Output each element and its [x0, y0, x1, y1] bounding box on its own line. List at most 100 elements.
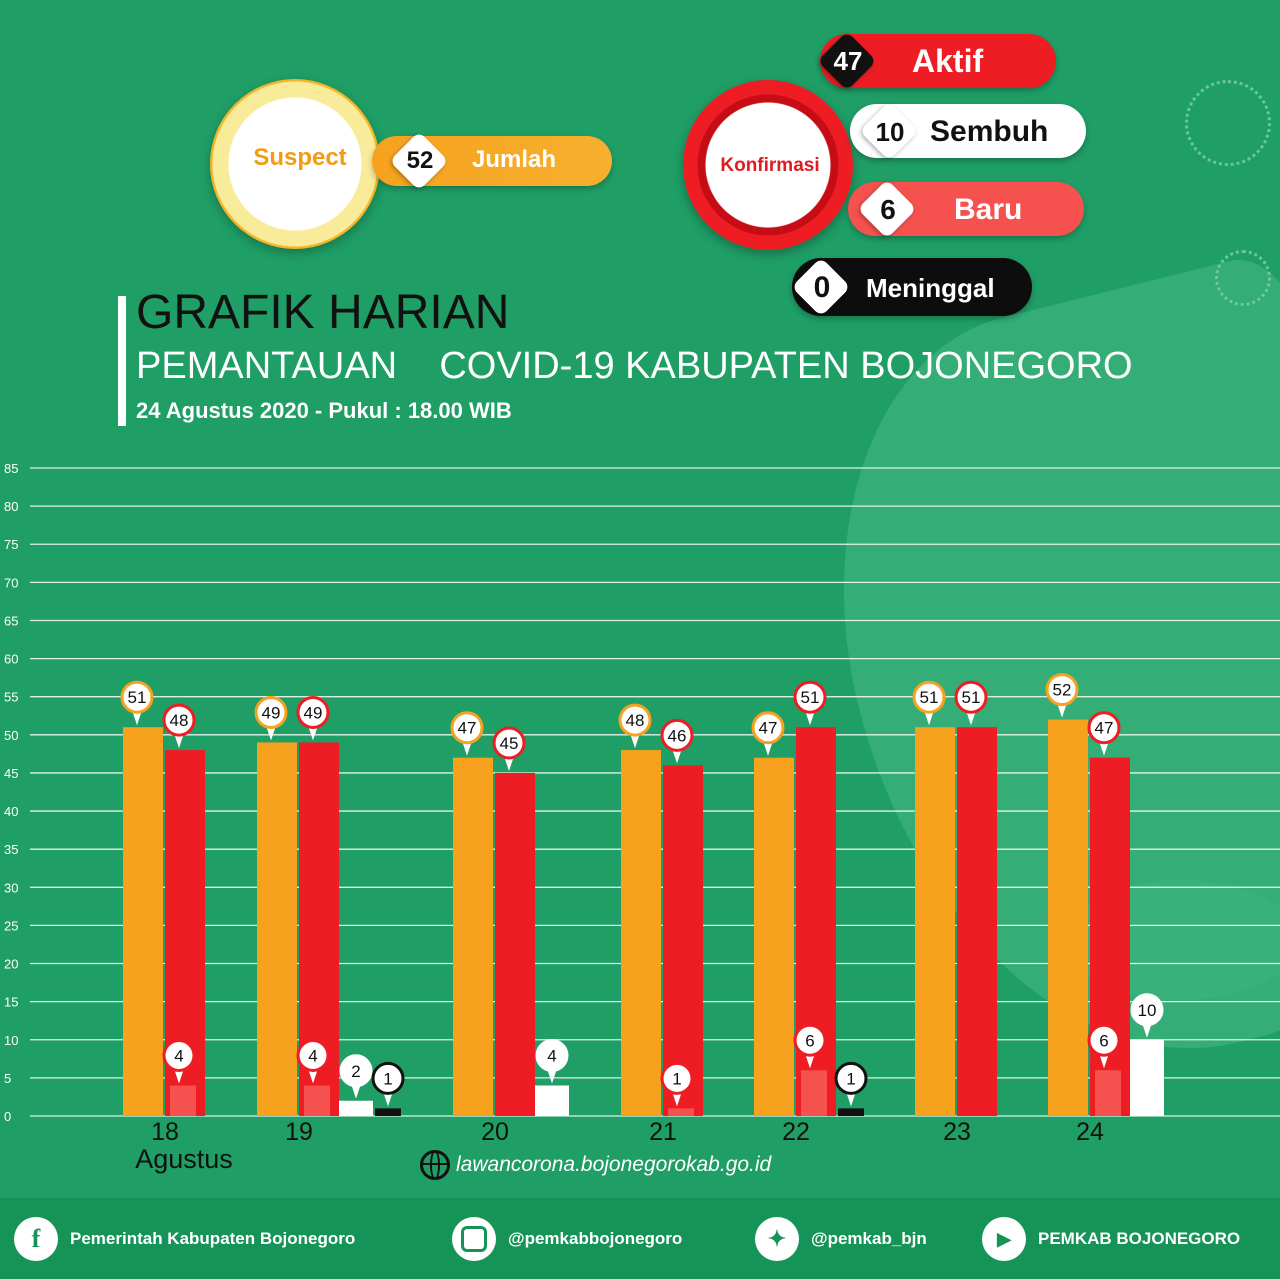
data-label: 52	[1053, 681, 1072, 700]
meninggal-label: Meninggal	[866, 273, 995, 303]
konfirmasi-label: Konfirmasi	[720, 155, 820, 176]
value-marker	[1045, 673, 1079, 707]
suspect-circle	[210, 79, 380, 249]
value-marker-pointer	[383, 1091, 393, 1107]
data-label: 49	[304, 703, 323, 722]
value-marker	[371, 1061, 405, 1095]
data-label: 47	[458, 719, 477, 738]
y-tick-label: 55	[4, 690, 18, 705]
month-label: Agustus	[135, 1144, 233, 1174]
bar-sembuh	[535, 1085, 569, 1116]
data-label: 51	[962, 688, 981, 707]
instagram-text: @pemkabbojonegoro	[508, 1229, 683, 1248]
value-marker-pointer	[846, 1091, 856, 1107]
x-tick-label: 19	[285, 1118, 313, 1146]
value-marker	[162, 703, 196, 737]
data-label: 46	[668, 726, 687, 745]
value-marker	[1087, 711, 1121, 745]
value-marker-pointer	[630, 733, 640, 749]
data-label: 4	[174, 1047, 183, 1066]
value-marker	[296, 1039, 330, 1073]
bar-meninggal	[375, 1108, 401, 1116]
value-marker-pointer	[805, 1053, 815, 1069]
y-tick-label: 40	[4, 804, 18, 819]
x-tick-label: 20	[481, 1118, 509, 1146]
data-label: 4	[547, 1047, 556, 1066]
y-tick-label: 85	[4, 461, 18, 476]
data-label: 1	[383, 1069, 392, 1088]
value-marker	[450, 711, 484, 745]
value-marker-pointer	[462, 740, 472, 756]
value-marker-pointer	[351, 1083, 361, 1099]
y-tick-label: 15	[4, 995, 18, 1010]
bar-suspect	[621, 750, 661, 1116]
y-tick-label: 5	[4, 1071, 11, 1086]
value-marker-pointer	[266, 725, 276, 741]
data-label: 48	[626, 711, 645, 730]
website-text: lawancorona.bojonegorokab.go.id	[456, 1153, 772, 1176]
twitter-text: @pemkab_bjn	[811, 1229, 927, 1248]
youtube-link[interactable]: ▶ PEMKAB BOJONEGORO	[982, 1216, 1240, 1262]
bar-aktif	[957, 727, 997, 1116]
y-tick-label: 35	[4, 842, 18, 857]
suspect-value: 52	[406, 147, 434, 174]
suspect-total-caption: Jumlah	[472, 146, 557, 173]
value-marker-pointer	[966, 710, 976, 726]
bar-baru	[1095, 1070, 1121, 1116]
value-marker	[834, 1061, 868, 1095]
website-link[interactable]: lawancorona.bojonegorokab.go.id	[420, 1150, 771, 1180]
value-marker-pointer	[174, 1068, 184, 1084]
value-marker-pointer	[805, 710, 815, 726]
y-tick-label: 60	[4, 652, 18, 667]
data-label: 4	[308, 1047, 317, 1066]
data-label: 51	[128, 688, 147, 707]
baru-value: 6	[880, 194, 896, 225]
bar-sembuh	[339, 1100, 373, 1116]
bar-suspect	[1048, 719, 1088, 1116]
value-marker	[793, 1023, 827, 1057]
facebook-icon: f	[14, 1217, 58, 1261]
value-marker	[954, 680, 988, 714]
bar-baru	[170, 1085, 196, 1116]
value-marker-pointer	[547, 1068, 557, 1084]
x-tick-label: 21	[649, 1118, 677, 1146]
value-marker-pointer	[1099, 1053, 1109, 1069]
bar-baru	[668, 1108, 694, 1116]
konfirmasi-circle	[683, 80, 853, 250]
value-marker	[492, 726, 526, 760]
facebook-link[interactable]: f Pemerintah Kabupaten Bojonegoro	[14, 1216, 355, 1262]
page-title: GRAFIK HARIAN	[136, 286, 510, 339]
value-marker	[1130, 993, 1164, 1027]
twitter-link[interactable]: ✦ @pemkab_bjn	[755, 1216, 927, 1262]
data-label: 49	[262, 703, 281, 722]
value-marker-pointer	[308, 725, 318, 741]
virus-icon-small	[1215, 250, 1271, 306]
title-accent-bar	[118, 296, 126, 426]
value-marker	[120, 680, 154, 714]
instagram-link[interactable]: @pemkabbojonegoro	[452, 1216, 682, 1262]
value-marker-pointer	[1099, 740, 1109, 756]
daily-chart: 0 5 10 15 20 25 30 35 40 45 50 55 60 65 70 75 80 85 51 48 4 1…	[4, 461, 1280, 1174]
value-marker	[751, 711, 785, 745]
page-subtitle: PEMANTAUAN COVID-19 KABUPATEN BOJONEGORO	[136, 345, 1133, 387]
value-marker-pointer	[132, 710, 142, 726]
footer-bar	[0, 1198, 1280, 1279]
data-label: 1	[846, 1069, 855, 1088]
value-marker	[660, 1061, 694, 1095]
baru-label: Baru	[954, 193, 1023, 226]
data-label: 10	[1138, 1001, 1157, 1020]
value-marker-pointer	[924, 710, 934, 726]
value-marker	[660, 718, 694, 752]
data-label: 51	[920, 688, 939, 707]
virus-icon	[1185, 80, 1271, 166]
bar-suspect	[123, 727, 163, 1116]
youtube-text: PEMKAB BOJONEGORO	[1038, 1229, 1241, 1248]
bar-aktif	[495, 772, 535, 1116]
data-label: 47	[1095, 719, 1114, 738]
y-tick-label: 70	[4, 575, 18, 590]
report-date: 24 Agustus 2020 - Pukul : 18.00 WIB	[136, 398, 512, 423]
bar-sembuh	[1130, 1039, 1164, 1116]
x-tick-label: 23	[943, 1118, 971, 1146]
bar-aktif	[1090, 757, 1130, 1116]
bar-aktif	[663, 765, 703, 1116]
